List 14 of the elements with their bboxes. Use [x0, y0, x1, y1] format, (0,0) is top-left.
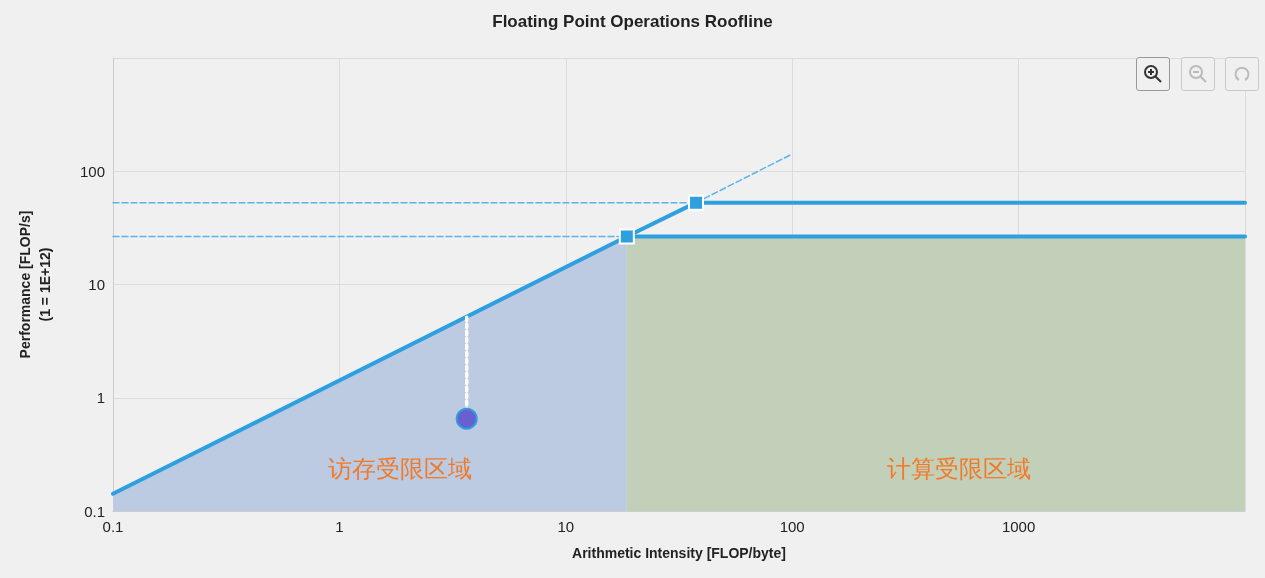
- annotation: 计算受限区域: [887, 455, 1031, 483]
- annotation: 访存受限区域: [328, 455, 472, 483]
- chart-title: Floating Point Operations Roofline: [492, 12, 773, 31]
- x-tick-label: 0.1: [102, 518, 124, 535]
- x-axis-title: Arithmetic Intensity [FLOP/byte]: [572, 545, 786, 561]
- y-tick-label: 100: [79, 162, 105, 180]
- x-tick-label: 1: [335, 518, 344, 535]
- x-tick-label: 100: [779, 518, 805, 535]
- y-tick-label: 0.1: [84, 502, 105, 520]
- x-tick-label: 1000: [1001, 518, 1036, 535]
- y-axis-title: Performance [FLOP/s] (1 = 1E+12): [17, 210, 53, 359]
- y-tick-label: 10: [88, 276, 105, 293]
- y-tick-label: 1: [96, 389, 105, 407]
- x-tick-label: 10: [557, 518, 575, 535]
